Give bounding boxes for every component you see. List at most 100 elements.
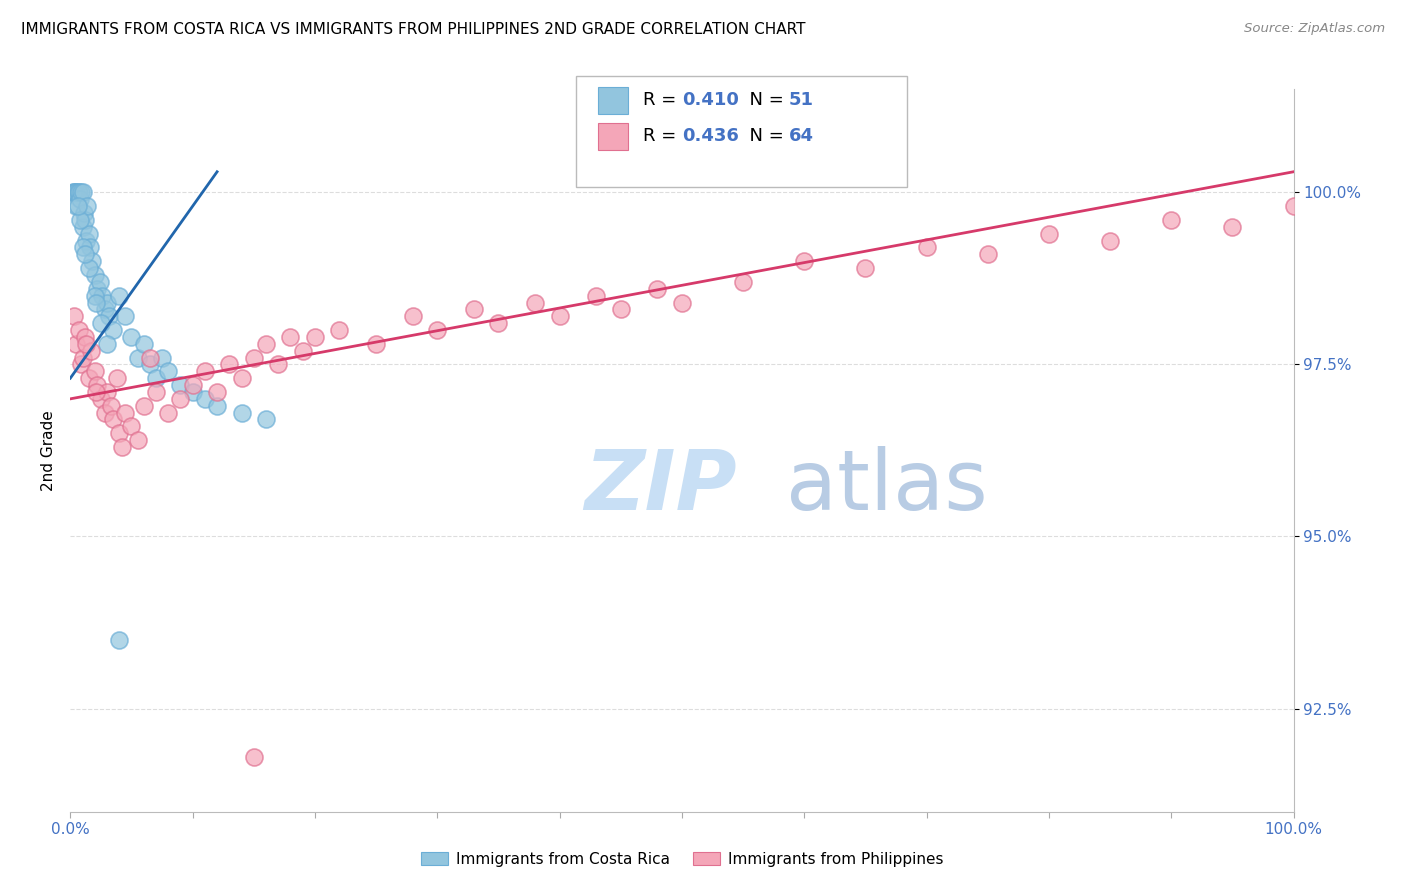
Text: 0.436: 0.436 <box>682 128 738 145</box>
Point <box>69 213 91 227</box>
Point <box>96 295 118 310</box>
Point <box>75 234 97 248</box>
Point <box>463 302 485 317</box>
Point <box>67 323 90 337</box>
Point <box>77 227 100 241</box>
Point <box>73 330 96 344</box>
Point <box>426 323 449 337</box>
Point <box>139 351 162 365</box>
Point <box>1160 213 1182 227</box>
Point <box>83 364 105 378</box>
Text: N =: N = <box>738 92 790 110</box>
Legend: Immigrants from Costa Rica, Immigrants from Philippines: Immigrants from Costa Rica, Immigrants f… <box>415 846 949 872</box>
Point <box>96 384 118 399</box>
Point <box>72 240 94 254</box>
Point <box>194 364 217 378</box>
Text: Source: ZipAtlas.com: Source: ZipAtlas.com <box>1244 22 1385 36</box>
Text: ZIP: ZIP <box>583 446 737 527</box>
Point <box>1099 234 1122 248</box>
Point <box>793 254 815 268</box>
Point <box>181 378 204 392</box>
Point <box>114 310 136 324</box>
Point <box>150 351 173 365</box>
Point <box>121 419 143 434</box>
Point <box>328 323 350 337</box>
Point <box>101 323 124 337</box>
Point <box>291 343 314 358</box>
Point <box>231 406 253 420</box>
Point <box>69 192 91 206</box>
Point <box>157 364 180 378</box>
Point <box>194 392 217 406</box>
Point <box>1282 199 1305 213</box>
Point <box>205 399 228 413</box>
Point <box>139 358 162 372</box>
Point <box>108 632 131 647</box>
Point <box>121 330 143 344</box>
Point <box>66 186 89 200</box>
Point <box>98 310 121 324</box>
Point <box>67 186 90 200</box>
Text: R =: R = <box>643 92 682 110</box>
Point <box>65 186 87 200</box>
Point <box>63 186 86 200</box>
Point <box>79 240 101 254</box>
Point <box>86 282 108 296</box>
Point <box>111 440 134 454</box>
Point <box>83 288 105 302</box>
Point <box>72 186 94 200</box>
Point <box>84 295 107 310</box>
Point <box>63 186 86 200</box>
Point <box>114 406 136 420</box>
Point <box>267 358 290 372</box>
Text: 51: 51 <box>789 92 814 110</box>
Point <box>733 275 755 289</box>
Point <box>610 302 633 317</box>
Point <box>77 371 100 385</box>
Point <box>1038 227 1060 241</box>
Point <box>73 213 96 227</box>
Point <box>280 330 302 344</box>
Point <box>63 310 86 324</box>
Point <box>915 240 938 254</box>
Point <box>70 358 93 372</box>
Point <box>218 358 240 372</box>
Point <box>127 433 149 447</box>
Point <box>72 219 94 234</box>
Point <box>1220 219 1243 234</box>
Point <box>84 384 107 399</box>
Point <box>254 336 277 351</box>
Point <box>70 186 93 200</box>
Point <box>366 336 388 351</box>
Point <box>548 310 571 324</box>
Point <box>105 371 128 385</box>
Point <box>145 371 167 385</box>
Point <box>89 275 111 289</box>
Point <box>90 392 112 406</box>
Point <box>855 261 877 276</box>
Point <box>62 186 84 200</box>
Point <box>100 399 122 413</box>
Point <box>524 295 547 310</box>
Point <box>75 336 97 351</box>
Text: N =: N = <box>738 128 790 145</box>
Point <box>66 199 89 213</box>
Point <box>93 406 115 420</box>
Point <box>243 351 266 365</box>
Y-axis label: 2nd Grade: 2nd Grade <box>41 410 56 491</box>
Text: atlas: atlas <box>786 446 987 527</box>
Point <box>65 199 87 213</box>
Text: 0.410: 0.410 <box>682 92 738 110</box>
Point <box>488 316 510 330</box>
Point <box>65 336 87 351</box>
Point <box>80 343 103 358</box>
Point <box>101 412 124 426</box>
Point <box>181 384 204 399</box>
Point <box>254 412 277 426</box>
Point <box>96 336 118 351</box>
Text: IMMIGRANTS FROM COSTA RICA VS IMMIGRANTS FROM PHILIPPINES 2ND GRADE CORRELATION : IMMIGRANTS FROM COSTA RICA VS IMMIGRANTS… <box>21 22 806 37</box>
Point <box>402 310 425 324</box>
Point <box>91 288 114 302</box>
Text: 64: 64 <box>789 128 814 145</box>
Point <box>585 288 607 302</box>
